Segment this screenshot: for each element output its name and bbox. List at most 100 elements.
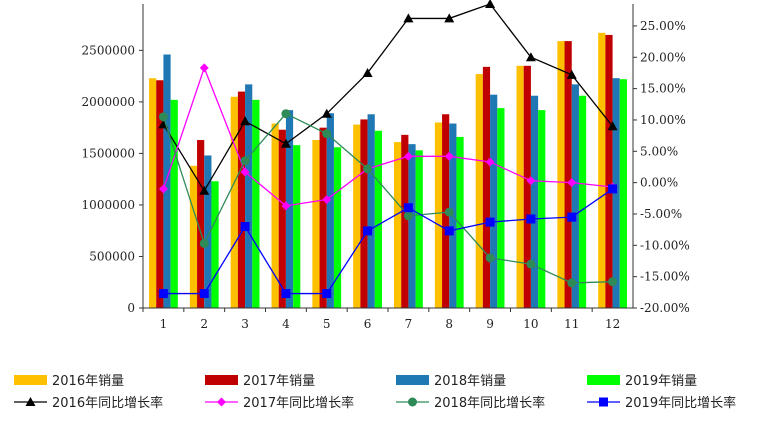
- line-marker: [608, 277, 618, 287]
- line-marker: [525, 52, 536, 62]
- bar: [170, 99, 178, 308]
- bar: [360, 119, 368, 308]
- line-marker: [25, 397, 36, 406]
- line-series-4: [158, 184, 618, 299]
- line-marker: [403, 211, 413, 221]
- bar: [475, 74, 483, 308]
- x-tick-label: 5: [323, 317, 331, 331]
- legend-label: 2016年销量: [52, 374, 124, 389]
- left-tick-label: 2000000: [82, 95, 135, 109]
- x-tick-label: 6: [364, 317, 372, 331]
- line-marker: [199, 63, 209, 73]
- legend-item-bar-3: 2018年销量: [396, 374, 506, 389]
- bar: [619, 79, 627, 308]
- bar: [333, 147, 342, 308]
- line-marker: [281, 289, 291, 299]
- line-marker: [322, 289, 332, 299]
- series-line: [162, 112, 613, 284]
- series-line: [162, 3, 614, 193]
- bar: [252, 99, 260, 308]
- line-marker: [608, 184, 618, 194]
- line-marker: [444, 13, 455, 23]
- legend-item-line-2: 2017年同比增长率: [205, 395, 354, 411]
- line-marker: [281, 201, 291, 211]
- bar: [189, 165, 198, 308]
- legend: 2016年销量 2017年销量 2018年销量 2019年销量 2016年同比增长率 20…: [14, 374, 736, 411]
- legend-label: 2017年同比增长率: [243, 395, 354, 411]
- bar: [408, 144, 416, 308]
- bar: [163, 54, 171, 308]
- bar: [394, 142, 402, 308]
- line-marker: [485, 253, 495, 263]
- bar: [482, 66, 491, 308]
- bar: [319, 127, 327, 308]
- line-marker: [485, 0, 496, 8]
- line-marker: [485, 217, 495, 227]
- left-tick-label: 2500000: [82, 43, 135, 57]
- bar: [245, 84, 253, 308]
- right-tick-label: 25.00%: [640, 19, 686, 33]
- line-marker: [217, 397, 226, 407]
- line-marker: [526, 214, 536, 224]
- x-tick-label: 3: [241, 317, 249, 331]
- bar: [571, 84, 579, 308]
- right-tick-label: -20.00%: [640, 301, 690, 315]
- right-tick-label: 5.00%: [640, 144, 678, 158]
- legend-item-bar-1: 2016年销量: [14, 374, 124, 389]
- line-series-group: [158, 0, 618, 299]
- x-tick-label: 10: [523, 317, 538, 331]
- bar: [353, 124, 361, 308]
- line-marker: [281, 109, 291, 119]
- legend-item-line-1: 2016年同比增长率: [14, 395, 163, 411]
- x-tick-label: 8: [445, 317, 453, 331]
- bar: [598, 32, 606, 308]
- line-marker: [607, 121, 618, 131]
- line-marker: [280, 138, 291, 148]
- bar: [285, 110, 294, 308]
- bar: [271, 123, 279, 308]
- bar: [516, 65, 524, 308]
- line-marker: [599, 397, 608, 407]
- bar-series-4: [170, 79, 627, 308]
- bar: [326, 113, 334, 308]
- x-tick-label: 7: [405, 317, 413, 331]
- line-marker: [403, 151, 413, 161]
- right-tick-label: -5.00%: [640, 207, 682, 221]
- line-marker: [321, 108, 332, 118]
- x-tick-label: 2: [200, 317, 208, 331]
- line-marker: [485, 157, 495, 167]
- legend-label: 2018年销量: [434, 374, 506, 389]
- line-marker: [240, 222, 250, 232]
- line-marker: [363, 226, 373, 236]
- legend-label: 2019年销量: [625, 374, 697, 389]
- line-marker: [199, 289, 209, 299]
- line-marker: [199, 185, 210, 195]
- right-tick-label: -15.00%: [640, 270, 690, 284]
- right-tick-label: -10.00%: [640, 238, 690, 252]
- right-tick-label: 15.00%: [640, 82, 686, 96]
- line-marker: [403, 203, 413, 213]
- bar: [538, 110, 546, 308]
- x-tick-label: 4: [282, 317, 290, 331]
- right-tick-label: 10.00%: [640, 113, 686, 127]
- bar: [211, 181, 219, 308]
- bar: [497, 108, 505, 308]
- legend-label: 2017年销量: [243, 374, 315, 389]
- line-marker: [158, 289, 168, 299]
- legend-label: 2016年同比增长率: [52, 395, 163, 411]
- line-marker: [363, 164, 373, 174]
- legend-label: 2018年同比增长率: [434, 395, 545, 411]
- bar: [237, 91, 246, 308]
- bar-series-1: [149, 32, 606, 308]
- line-marker: [362, 67, 373, 77]
- legend-swatch: [396, 375, 429, 385]
- left-tick-label: 500000: [89, 249, 135, 263]
- bar: [557, 41, 565, 308]
- x-tick-label: 12: [605, 317, 620, 331]
- legend-item-line-4: 2019年同比增长率: [587, 395, 736, 411]
- bar-series-group: [149, 32, 627, 309]
- line-marker: [526, 176, 536, 186]
- bar: [230, 96, 238, 308]
- line-series-1: [158, 0, 618, 195]
- legend-item-bar-2: 2017年销量: [205, 374, 315, 389]
